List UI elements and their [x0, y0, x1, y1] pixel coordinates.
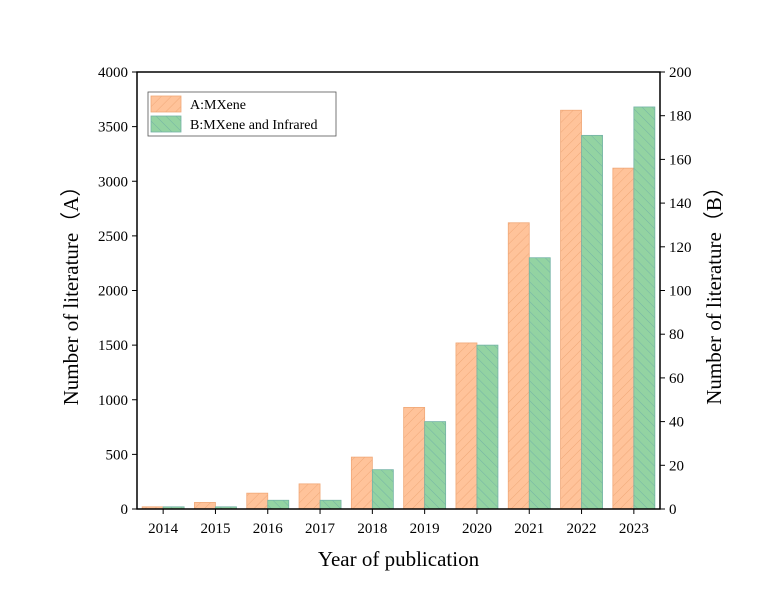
bar-b-2023 [633, 106, 656, 510]
bar-b-2017 [319, 499, 342, 510]
x-tick-label: 2019 [410, 521, 440, 537]
bar-a-2015 [194, 502, 216, 510]
x-tick-label: 2014 [148, 521, 179, 537]
x-tick-label: 2018 [357, 521, 387, 537]
right-y-tick-label: 160 [669, 152, 692, 168]
left-y-tick-label: 500 [106, 447, 129, 463]
right-y-tick-label: 200 [669, 65, 692, 81]
x-tick-label: 2020 [462, 521, 492, 537]
legend-label: A:MXene [190, 98, 246, 113]
left-y-tick-label: 2000 [98, 284, 128, 300]
bar-a-2023 [612, 167, 635, 510]
x-tick-label: 2022 [567, 521, 597, 537]
right-y-tick-label: 60 [669, 371, 684, 387]
legend-label: B:MXene and Infrared [190, 118, 318, 133]
right-y-tick-label: 120 [669, 240, 692, 256]
bar-a-2017 [298, 483, 321, 510]
bar-b-2022 [581, 134, 603, 510]
bar-a-2016 [246, 492, 269, 510]
bar-b-2016 [267, 499, 290, 510]
bar-b-2018 [371, 469, 394, 510]
left-y-tick-label: 0 [121, 502, 129, 518]
left-y-tick-label: 2500 [98, 229, 128, 245]
right-y-tick-label: 80 [669, 327, 684, 343]
right-y-tick-label: 140 [669, 196, 692, 212]
bar-b-2021 [528, 257, 551, 510]
left-y-tick-label: 1500 [98, 338, 128, 354]
legend: A:MXene B:MXene and Infrared [147, 91, 337, 137]
right-y-tick-label: 40 [669, 415, 684, 431]
bar-b-2020 [476, 344, 499, 510]
legend-swatch [150, 115, 182, 133]
left-y-tick-label: 1000 [98, 393, 128, 409]
left-y-tick-label: 3500 [98, 120, 128, 136]
bar-a-2019 [403, 406, 426, 510]
bar-a-2021 [507, 222, 530, 510]
legend-swatch [150, 95, 182, 113]
x-tick-label: 2021 [514, 521, 544, 537]
x-tick-label: 2023 [619, 521, 649, 537]
bars-layer [141, 106, 656, 510]
bar-a-2022 [560, 109, 582, 510]
bar-a-2020 [455, 342, 478, 510]
x-axis-title: Year of publication [318, 547, 480, 571]
bar-a-2018 [350, 456, 373, 510]
right-y-tick-label: 180 [669, 109, 692, 125]
right-y-tick-label: 0 [669, 502, 677, 518]
x-tick-label: 2015 [200, 521, 230, 537]
right-y-tick-label: 100 [669, 284, 692, 300]
axis-ticks: 2014 2015 2016 2017 2018 2019 2020 2021 2022 2023… [98, 65, 692, 537]
bar-b-2019 [424, 421, 447, 510]
x-tick-label: 2017 [305, 521, 336, 537]
right-y-axis-title: Number of literature（B） [702, 176, 726, 405]
x-tick-label: 2016 [253, 521, 284, 537]
right-y-tick-label: 20 [669, 458, 684, 474]
left-y-tick-label: 4000 [98, 65, 128, 81]
left-y-axis-title: Number of literature（A） [59, 176, 83, 406]
left-y-tick-label: 3000 [98, 174, 128, 190]
